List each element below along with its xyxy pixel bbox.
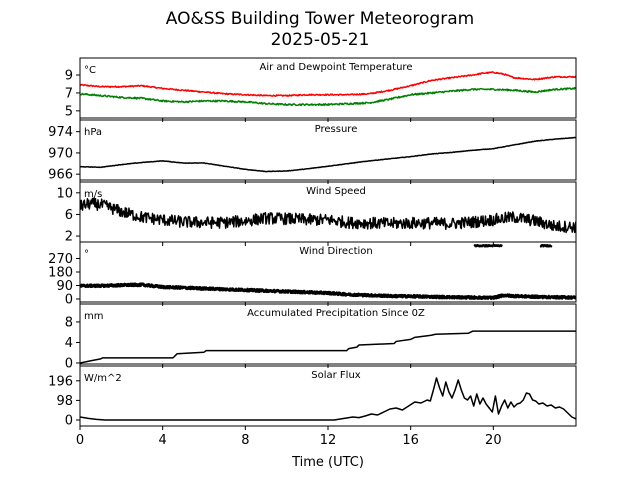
y-tick-label: 2 xyxy=(65,230,73,245)
y-tick-label: 10 xyxy=(56,186,73,201)
x-tick-label: 12 xyxy=(320,433,337,448)
x-axis-label: Time (UTC) xyxy=(291,455,364,470)
y-tick-label: 0 xyxy=(65,293,73,308)
panel-title: Pressure xyxy=(315,124,358,135)
figure-title: AO&SS Building Tower Meteorogram xyxy=(166,9,474,29)
y-tick-label: 970 xyxy=(48,146,73,161)
plot-area-solar-flux xyxy=(80,377,576,421)
series-temperature-1 xyxy=(80,86,576,107)
y-tick-label: 5 xyxy=(65,104,73,119)
wind-dir-point xyxy=(550,245,553,248)
y-tick-label: 966 xyxy=(48,168,73,183)
panel-title: Wind Speed xyxy=(306,186,366,197)
series-precipitation-0 xyxy=(80,330,576,364)
plot-area-wind-direction xyxy=(80,243,576,301)
panel-title: Air and Dewpoint Temperature xyxy=(260,62,413,73)
plot-area-wind-speed xyxy=(80,197,576,234)
y-tick-label: 90 xyxy=(56,279,73,294)
x-tick-label: 8 xyxy=(241,433,249,448)
plot-area-temperature xyxy=(80,71,576,107)
figure-subtitle-date: 2025-05-21 xyxy=(271,30,370,50)
wind-dir-point xyxy=(500,244,503,247)
wind-dir-point xyxy=(303,289,306,292)
unit-label: hPa xyxy=(84,127,102,138)
plot-area-pressure xyxy=(80,136,576,173)
y-tick-label: 8 xyxy=(65,315,73,330)
panel-title: Accumulated Precipitation Since 0Z xyxy=(247,308,425,319)
panel-title: Wind Direction xyxy=(299,246,373,257)
panel-solar-flux: Solar Flux W/m^2 0 98 196 xyxy=(48,365,577,430)
y-tick-label: 7 xyxy=(65,86,73,101)
y-tick-label: 98 xyxy=(56,394,73,409)
y-tick-label: 6 xyxy=(65,208,73,223)
x-tick-label: 20 xyxy=(485,433,502,448)
panel-pressure: Pressure hPa 966 970 974 xyxy=(48,119,577,184)
y-tick-label: 270 xyxy=(48,252,73,267)
x-tick-label: 0 xyxy=(76,433,84,448)
series-temperature-0 xyxy=(80,71,576,97)
unit-label: m/s xyxy=(84,189,102,200)
x-tick-label: 4 xyxy=(159,433,167,448)
panel-wind-speed: Wind Speed m/s 2 6 10 xyxy=(56,181,577,246)
series-wind-direction-0 xyxy=(80,282,576,301)
y-tick-label: 974 xyxy=(48,125,73,140)
panel-precipitation: Accumulated Precipitation Since 0Z mm 0 4 8 xyxy=(65,303,577,371)
series-pressure-0 xyxy=(80,136,576,173)
x-axis: 0 4 8 12 16 20 xyxy=(76,433,502,448)
unit-label: mm xyxy=(84,311,103,322)
y-tick-label: 196 xyxy=(48,374,73,389)
x-tick-label: 16 xyxy=(402,433,419,448)
unit-label: W/m^2 xyxy=(84,373,122,384)
series-solar-flux-0 xyxy=(80,377,576,421)
y-tick-label: 0 xyxy=(65,356,73,371)
panels-group: Air and Dewpoint Temperature °C 5 7 9 Pressur… xyxy=(48,57,577,430)
y-tick-label: 180 xyxy=(48,266,73,281)
y-tick-label: 0 xyxy=(65,414,73,429)
y-tick-label: 4 xyxy=(65,336,73,351)
y-tick-label: 9 xyxy=(65,69,73,84)
unit-label: °C xyxy=(84,65,96,76)
panel-title: Solar Flux xyxy=(311,370,361,381)
wind-dir-point xyxy=(500,295,503,299)
plot-area-precipitation xyxy=(80,330,576,364)
series-wind-speed-0 xyxy=(80,197,576,234)
unit-label: ° xyxy=(84,249,89,260)
series-wind-direction-1 xyxy=(473,243,553,248)
